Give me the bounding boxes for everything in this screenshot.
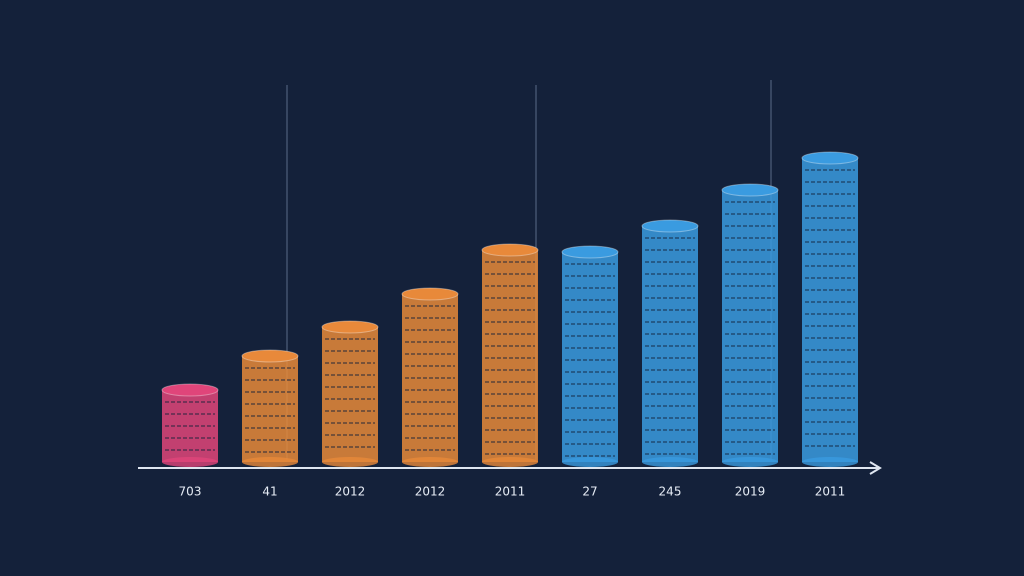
bar-cap — [161, 383, 219, 397]
bar-cap — [641, 219, 699, 233]
x-tick-label: 2019 — [735, 485, 766, 499]
bar-cap — [801, 151, 859, 165]
x-tick-label: 2011 — [815, 485, 846, 499]
bar-cap — [561, 245, 619, 259]
x-tick-label: 2012 — [335, 485, 366, 499]
x-tick-label: 41 — [262, 485, 277, 499]
bar-cap — [721, 183, 779, 197]
bar-cap — [321, 320, 379, 334]
x-tick-label: 27 — [582, 485, 597, 499]
axis-arrow — [869, 461, 882, 475]
bar — [322, 327, 378, 462]
bar — [642, 226, 698, 462]
bar — [562, 252, 618, 462]
bar — [722, 190, 778, 462]
bar-cap — [401, 287, 459, 301]
bar-cap — [241, 349, 299, 363]
bar — [242, 356, 298, 462]
x-tick-label: 2011 — [495, 485, 526, 499]
x-tick-label: 2012 — [415, 485, 446, 499]
bar-cap — [481, 243, 539, 257]
bar — [802, 158, 858, 462]
x-tick-label: 703 — [179, 485, 202, 499]
x-tick-label: 245 — [659, 485, 682, 499]
